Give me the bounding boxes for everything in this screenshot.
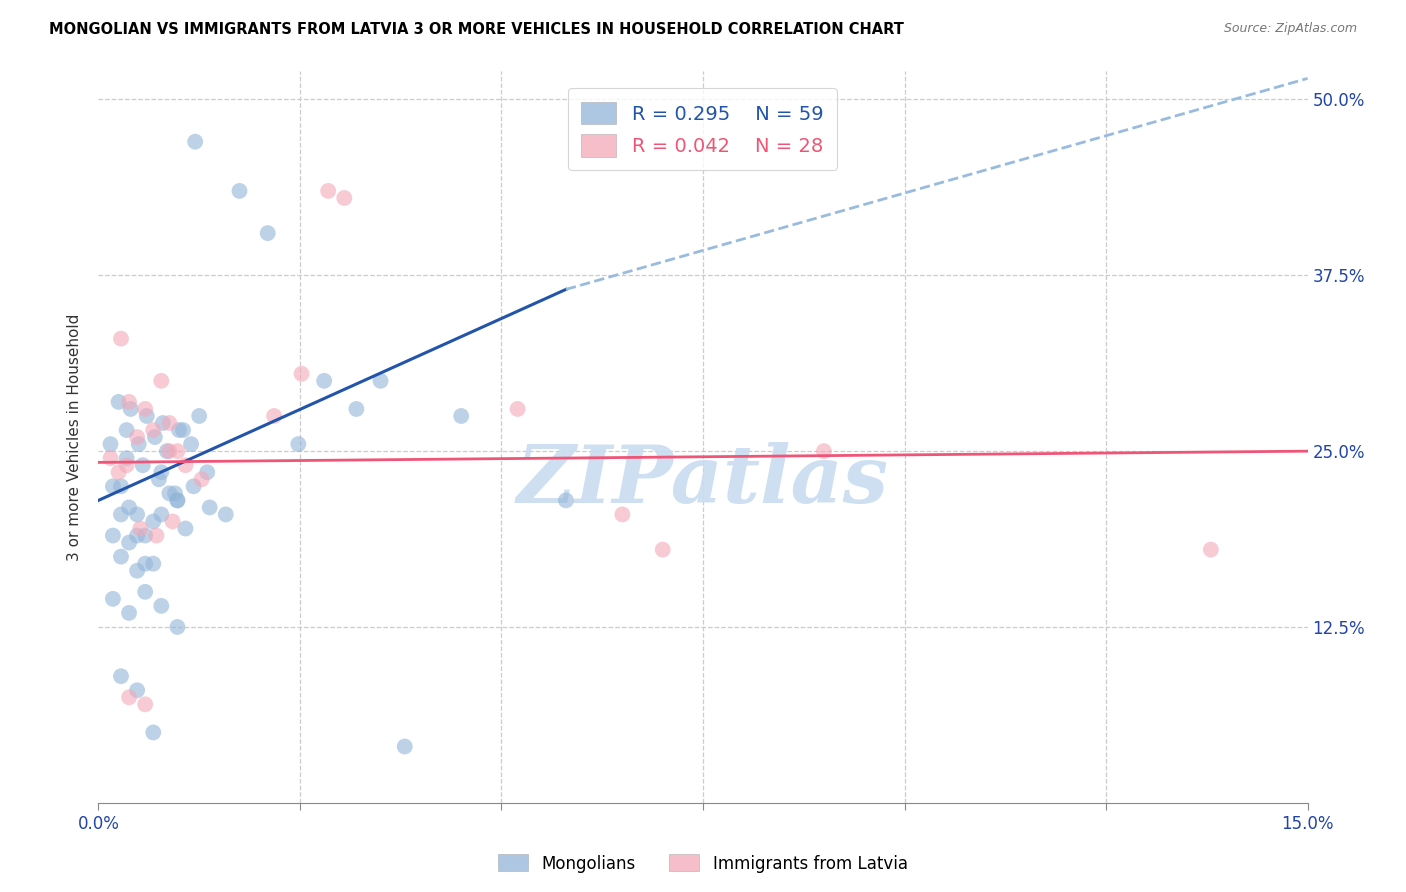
Point <box>263 409 285 423</box>
Point <box>150 374 173 388</box>
Point <box>107 465 129 479</box>
Y-axis label: 3 or more Vehicles in Household: 3 or more Vehicles in Household <box>67 313 83 561</box>
Point <box>128 437 150 451</box>
Point <box>101 479 124 493</box>
Point <box>813 444 835 458</box>
Point <box>163 486 186 500</box>
Point <box>142 515 165 529</box>
Point <box>150 465 173 479</box>
Point <box>287 437 309 451</box>
Point <box>370 374 392 388</box>
Point <box>162 515 184 529</box>
Point <box>115 423 138 437</box>
Point <box>118 690 141 705</box>
Point <box>156 444 179 458</box>
Point <box>450 409 472 423</box>
Point <box>333 191 356 205</box>
Point <box>127 508 149 522</box>
Point <box>134 528 156 542</box>
Point <box>198 500 221 515</box>
Point <box>188 409 211 423</box>
Point <box>127 564 149 578</box>
Point <box>134 557 156 571</box>
Point <box>115 458 138 473</box>
Point <box>228 184 250 198</box>
Point <box>110 479 132 493</box>
Point <box>107 395 129 409</box>
Point <box>183 479 205 493</box>
Point <box>215 508 238 522</box>
Point <box>127 430 149 444</box>
Point <box>394 739 416 754</box>
Point <box>256 226 278 240</box>
Point <box>135 409 157 423</box>
Point <box>134 698 156 712</box>
Point <box>651 542 673 557</box>
Point <box>174 458 197 473</box>
Point <box>134 584 156 599</box>
Point <box>110 332 132 346</box>
Point <box>157 444 180 458</box>
Text: MONGOLIAN VS IMMIGRANTS FROM LATVIA 3 OR MORE VEHICLES IN HOUSEHOLD CORRELATION : MONGOLIAN VS IMMIGRANTS FROM LATVIA 3 OR… <box>49 22 904 37</box>
Text: Source: ZipAtlas.com: Source: ZipAtlas.com <box>1223 22 1357 36</box>
Point <box>344 401 367 416</box>
Point <box>174 521 197 535</box>
Point <box>167 423 190 437</box>
Point <box>166 620 188 634</box>
Point <box>142 725 165 739</box>
Point <box>180 437 202 451</box>
Legend: R = 0.295    N = 59, R = 0.042    N = 28: R = 0.295 N = 59, R = 0.042 N = 28 <box>568 88 837 170</box>
Point <box>612 508 634 522</box>
Point <box>316 184 339 198</box>
Point <box>157 486 180 500</box>
Point <box>172 423 194 437</box>
Point <box>110 508 132 522</box>
Point <box>506 401 529 416</box>
Point <box>195 465 218 479</box>
Point <box>152 416 174 430</box>
Point <box>142 423 165 437</box>
Point <box>142 557 165 571</box>
Point <box>110 549 132 564</box>
Point <box>101 591 124 606</box>
Point <box>127 683 149 698</box>
Text: ZIPatlas: ZIPatlas <box>517 442 889 520</box>
Point <box>290 367 312 381</box>
Point <box>118 535 141 549</box>
Point <box>150 599 173 613</box>
Point <box>132 458 155 473</box>
Point <box>134 401 156 416</box>
Point <box>100 451 122 466</box>
Point <box>100 437 122 451</box>
Point <box>120 401 142 416</box>
Point <box>166 444 188 458</box>
Point <box>166 493 188 508</box>
Legend: Mongolians, Immigrants from Latvia: Mongolians, Immigrants from Latvia <box>492 847 914 880</box>
Point <box>118 500 141 515</box>
Point <box>101 528 124 542</box>
Point <box>166 493 188 508</box>
Point <box>148 472 170 486</box>
Point <box>115 451 138 466</box>
Point <box>555 493 578 508</box>
Point <box>110 669 132 683</box>
Point <box>1199 542 1222 557</box>
Point <box>145 528 167 542</box>
Point <box>118 395 141 409</box>
Point <box>190 472 212 486</box>
Point <box>314 374 336 388</box>
Point <box>127 528 149 542</box>
Point <box>129 521 152 535</box>
Point <box>143 430 166 444</box>
Point <box>157 416 180 430</box>
Point <box>118 606 141 620</box>
Point <box>150 508 173 522</box>
Point <box>184 135 207 149</box>
